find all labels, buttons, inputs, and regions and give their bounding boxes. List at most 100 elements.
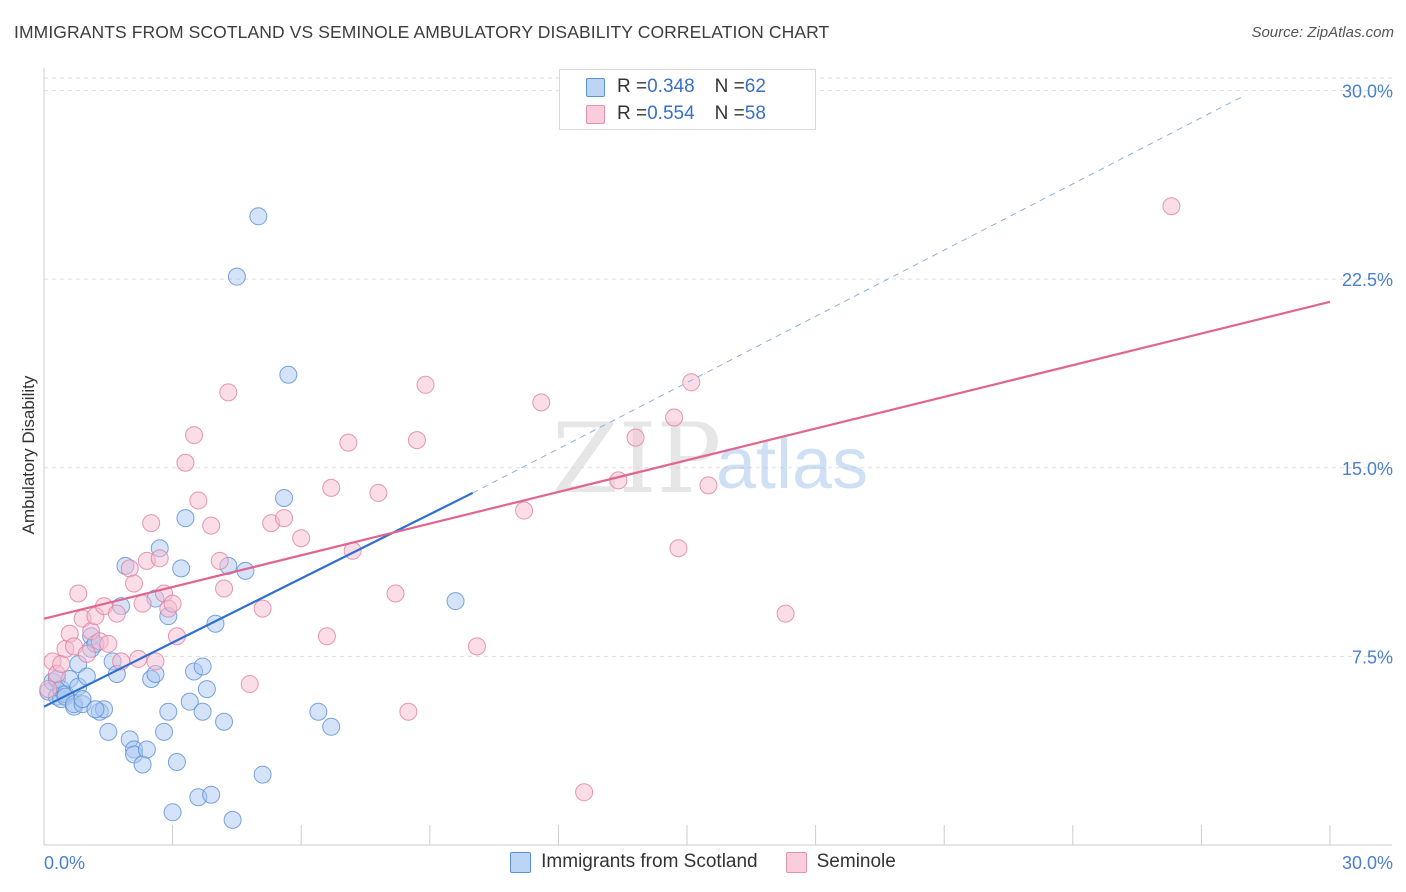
scotland-point [197,680,216,699]
seminole-point [407,431,426,450]
seminole-point [210,551,229,570]
seminole-point [253,599,272,618]
scotland-point [99,722,118,741]
scotland-point [322,717,341,736]
seminole-point [322,478,341,497]
legend-item-seminole[interactable]: Seminole [785,851,896,873]
seminole-point [317,627,336,646]
seminole-point [665,408,684,427]
seminole-point [386,584,405,603]
legend-label-scotland: Immigrants from Scotland [541,851,758,872]
series-legend: Immigrants from Scotland Seminole [0,851,1406,873]
seminole-point [215,579,234,598]
seminole-point [339,433,358,452]
seminole-legend-swatch [785,851,807,873]
seminole-swatch [586,104,605,124]
scotland-point [446,592,465,611]
chart-title: IMMIGRANTS FROM SCOTLAND VS SEMINOLE AMB… [14,22,830,42]
seminole-point [99,634,118,653]
legend-item-scotland[interactable]: Immigrants from Scotland [510,851,758,873]
seminole-point [275,509,294,528]
scotland-point [180,692,199,711]
r-label: R = [617,103,648,124]
n-value: 58 [744,103,766,124]
scotland-point [172,559,191,578]
scotland-point [137,740,156,759]
points-layer [39,197,1181,829]
scotland-point [167,753,186,772]
legend-label-seminole: Seminole [816,851,896,872]
source-credit: Source: ZipAtlas.com [1251,24,1394,41]
seminole-point [120,559,139,578]
scotland-point [249,207,268,226]
seminole-point [202,516,221,535]
x-tick-label: 30.0% [1342,853,1393,873]
scotland-point [223,810,242,829]
scotland-point [159,702,178,721]
r-value: 0.554 [647,103,695,124]
scotland-point [275,488,294,507]
seminole-point [240,675,259,694]
seminole-point [467,637,486,656]
seminole-point [163,594,182,613]
r-value: 0.348 [647,76,695,97]
n-value: 62 [744,76,766,97]
seminole-point [699,476,718,495]
y-tick-label: 15.0% [1342,459,1393,479]
y-tick-label: 30.0% [1342,82,1393,102]
scotland-point [155,722,174,741]
seminole-point [125,574,144,593]
scotland-legend-swatch [510,851,532,873]
n-label: N = [714,76,745,97]
seminole-trend-line [43,300,1331,620]
scotland-trend-line-extension [472,95,1245,494]
seminole-point [69,584,88,603]
seminole-point [142,514,161,533]
scotland-point [86,700,105,719]
legend-row-scotland: R = 0.348 N = 62 [586,74,766,100]
seminole-point [185,426,204,445]
scotland-point [163,803,182,822]
scotland-point [73,690,92,709]
scotland-point [202,785,221,804]
scotland-point [215,712,234,731]
watermark: ZIP atlas [552,403,868,515]
watermark-atlas: atlas [716,424,868,504]
scotland-point [133,755,152,774]
seminole-point [39,680,58,699]
seminole-point [292,529,311,548]
y-axis-label: Ambulatory Disability [19,375,38,534]
seminole-point [77,644,96,663]
seminole-point [146,652,165,671]
legend-row-seminole: R = 0.554 N = 58 [586,101,766,127]
seminole-point [369,483,388,502]
seminole-point [219,383,238,402]
seminole-point [609,471,628,490]
scotland-point [227,267,246,286]
scotland-point [193,657,212,676]
seminole-point [176,453,195,472]
seminole-point [133,594,152,613]
scotland-trend-line [43,491,474,708]
seminole-point [515,501,534,520]
seminole-point [52,654,71,673]
seminole-point [575,783,594,802]
seminole-point [189,491,208,510]
n-label: N = [714,103,745,124]
scotland-swatch [586,77,605,97]
scotland-point [309,702,328,721]
correlation-legend: R = 0.348 N = 62 R = 0.554 N = 58 [559,69,816,130]
seminole-point [669,539,688,558]
r-label: R = [617,76,648,97]
seminole-point [682,373,701,392]
seminole-point [416,375,435,394]
seminole-point [532,393,551,412]
seminole-point [626,428,645,447]
seminole-point [399,702,418,721]
seminole-point [776,604,795,623]
y-tick-label: 7.5% [1352,647,1393,667]
seminole-point [150,549,169,568]
axis-layer: 7.5% 15.0% 22.5% 30.0% 0.0% 30.0% [43,68,1393,873]
x-tick-label: 0.0% [44,853,85,873]
seminole-point [107,604,126,623]
